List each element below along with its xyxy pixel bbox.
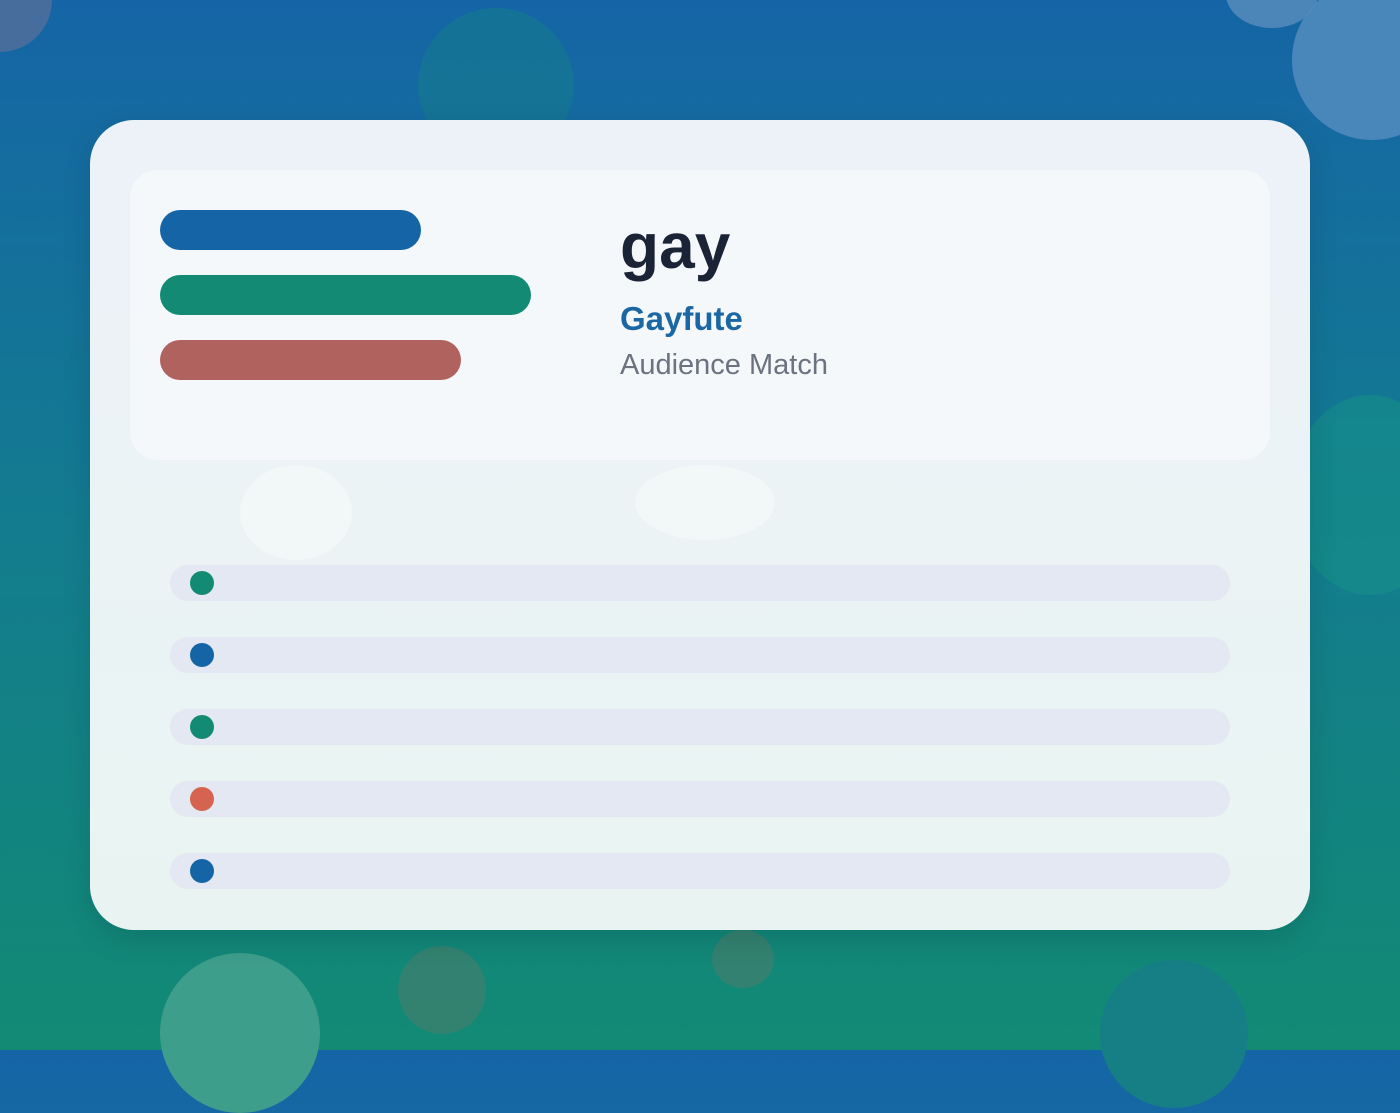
bg-bubble xyxy=(0,0,52,52)
bg-bubble xyxy=(398,946,486,1034)
bar-green xyxy=(160,275,531,315)
list-item xyxy=(170,565,1230,601)
status-dot xyxy=(190,715,214,739)
bar-blue xyxy=(160,210,421,250)
status-dot xyxy=(190,859,214,883)
bg-bubble xyxy=(1100,960,1248,1108)
hero-text: gay Gayfute Audience Match xyxy=(620,214,828,380)
list-item xyxy=(170,637,1230,673)
status-dot xyxy=(190,571,214,595)
card-glow xyxy=(240,465,352,560)
list-item xyxy=(170,781,1230,817)
bg-bubble xyxy=(160,953,320,1113)
audience-card: gay Gayfute Audience Match xyxy=(90,120,1310,930)
list-item xyxy=(170,853,1230,889)
bar-red xyxy=(160,340,461,380)
hero-panel: gay Gayfute Audience Match xyxy=(130,170,1270,460)
card-glow xyxy=(635,465,775,540)
item-list xyxy=(170,565,1230,925)
bg-bubble xyxy=(712,930,774,988)
page-caption: Audience Match xyxy=(620,349,828,381)
page-title: gay xyxy=(620,210,731,282)
status-dot xyxy=(190,787,214,811)
page-subtitle: Gayfute xyxy=(620,300,743,337)
list-item xyxy=(170,709,1230,745)
bg-bubble xyxy=(1292,0,1400,140)
status-dot xyxy=(190,643,214,667)
